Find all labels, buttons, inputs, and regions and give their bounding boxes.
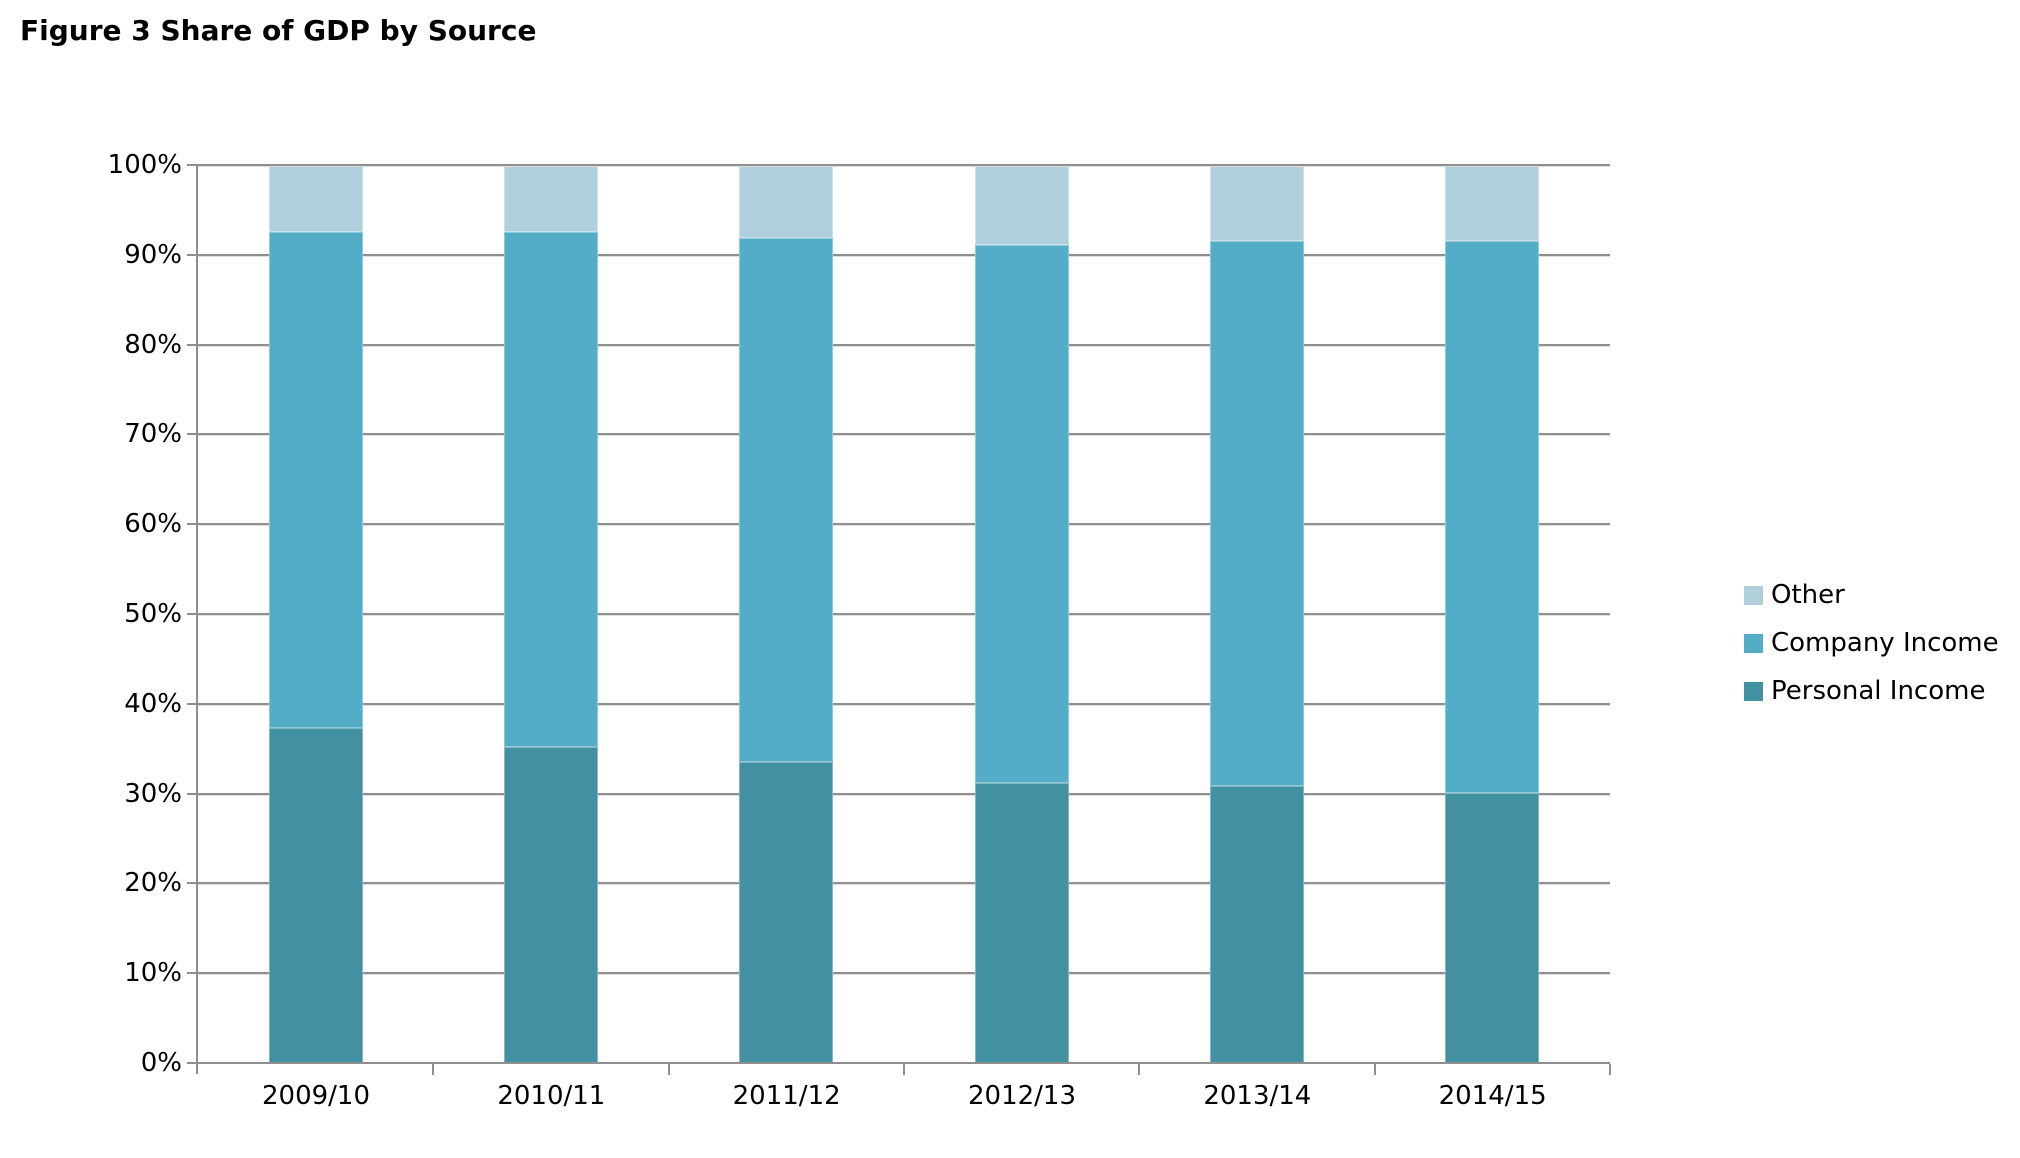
y-tick-30	[187, 792, 198, 795]
y-tick-label-30: 30%	[124, 778, 182, 809]
segment-company-income-2011-12	[739, 237, 834, 763]
legend-swatch-personal-income	[1744, 681, 1763, 701]
figure-title: Figure 3 Share of GDP by Source	[20, 14, 537, 47]
segment-personal-income-2009-10	[268, 728, 363, 1063]
y-tick-0	[187, 1062, 198, 1064]
gridline-90	[198, 253, 1610, 256]
bar-2013-14	[1210, 165, 1304, 1063]
x-tick-6	[1609, 1064, 1611, 1075]
y-tick-label-10: 10%	[124, 958, 182, 989]
y-tick-70	[187, 433, 198, 436]
x-tick-label-2010-11: 2010/11	[497, 1081, 606, 1111]
y-tick-label-50: 50%	[124, 599, 182, 629]
legend-item-other: Other	[1744, 580, 1999, 610]
y-tick-label-70: 70%	[124, 419, 182, 450]
segment-other-2011-12	[739, 165, 834, 238]
segment-personal-income-2013-14	[1210, 786, 1304, 1063]
x-tick-label-2014-15: 2014/15	[1438, 1081, 1547, 1111]
gridline-40	[198, 702, 1610, 705]
segment-other-2009-10	[268, 165, 363, 233]
y-tick-label-0: 0%	[140, 1048, 182, 1078]
legend-item-personal-income: Personal Income	[1744, 676, 1999, 706]
y-tick-label-80: 80%	[124, 329, 182, 360]
x-tick-label-2012-13: 2012/13	[967, 1081, 1076, 1111]
segment-other-2013-14	[1210, 165, 1304, 242]
y-tick-80	[187, 343, 198, 346]
y-tick-label-40: 40%	[124, 688, 182, 719]
x-tick-label-2009-10: 2009/10	[261, 1081, 370, 1111]
segment-company-income-2013-14	[1210, 241, 1304, 787]
gridline-60	[198, 523, 1610, 526]
gridline-80	[198, 343, 1610, 346]
y-tick-50	[187, 613, 198, 615]
legend-label-personal-income: Personal Income	[1771, 676, 1986, 706]
gridline-20	[198, 882, 1610, 885]
x-tick-1	[432, 1064, 435, 1075]
bar-2010-11	[504, 165, 598, 1063]
plot-area	[198, 164, 1610, 1063]
segment-personal-income-2010-11	[504, 746, 598, 1063]
y-tick-100	[187, 164, 198, 166]
y-tick-label-90: 90%	[124, 239, 182, 270]
segment-other-2014-15	[1445, 165, 1540, 242]
gridline-50	[198, 613, 1610, 615]
x-tick-3	[903, 1064, 905, 1075]
bar-2012-13	[974, 165, 1069, 1063]
segment-other-2012-13	[974, 165, 1069, 245]
legend-label-company-income: Company Income	[1771, 628, 1999, 658]
y-tick-label-100: 100%	[107, 150, 182, 180]
legend-label-other: Other	[1771, 580, 1845, 610]
bar-2009-10	[268, 165, 363, 1063]
y-tick-60	[187, 523, 198, 526]
gridline-30	[198, 792, 1610, 795]
x-tick-label-2011-12: 2011/12	[732, 1081, 841, 1111]
y-tick-20	[187, 882, 198, 885]
y-tick-label-20: 20%	[124, 868, 182, 899]
x-tick-4	[1138, 1064, 1141, 1075]
y-tick-label-60: 60%	[124, 509, 182, 540]
gridline-100	[198, 164, 1610, 166]
legend-item-company-income: Company Income	[1744, 628, 1999, 658]
gridline-10	[198, 972, 1610, 975]
gridline-70	[198, 433, 1610, 436]
bar-2011-12	[739, 165, 834, 1063]
x-axis-line	[197, 1062, 1610, 1064]
segment-other-2010-11	[504, 165, 598, 233]
legend: Other Company Income Personal Income	[1744, 580, 1999, 724]
legend-swatch-other	[1744, 585, 1763, 605]
segment-company-income-2012-13	[974, 244, 1069, 783]
y-tick-90	[187, 253, 198, 256]
segment-personal-income-2014-15	[1445, 792, 1540, 1063]
x-tick-label-2013-14: 2013/14	[1203, 1081, 1312, 1111]
segment-company-income-2010-11	[504, 232, 598, 747]
y-tick-10	[187, 972, 198, 975]
legend-swatch-company-income	[1744, 633, 1763, 653]
segment-personal-income-2011-12	[739, 762, 834, 1063]
segment-personal-income-2012-13	[974, 782, 1069, 1063]
y-axis-line	[196, 165, 198, 1074]
segment-company-income-2014-15	[1445, 241, 1540, 793]
segment-company-income-2009-10	[268, 232, 363, 729]
x-tick-2	[667, 1064, 670, 1075]
x-tick-5	[1373, 1064, 1376, 1075]
bar-2014-15	[1445, 165, 1540, 1063]
y-tick-40	[187, 702, 198, 705]
